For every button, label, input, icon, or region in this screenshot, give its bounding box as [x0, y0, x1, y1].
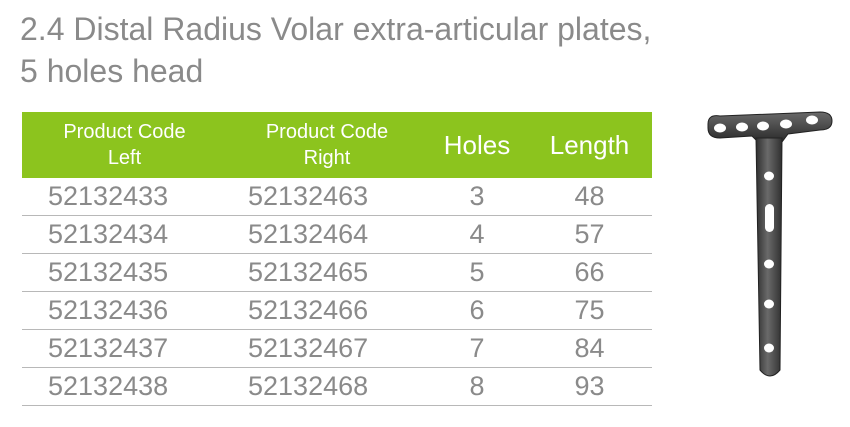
- cell-holes: 4: [469, 219, 485, 249]
- header-product-code-right: Product Code Right: [227, 119, 427, 171]
- cell-code-left: 52132437: [48, 333, 169, 363]
- cell-length: 93: [574, 371, 605, 401]
- cell-code-left: 52132433: [48, 181, 169, 211]
- cell-code-left: 52132436: [48, 295, 169, 325]
- cell-code-right: 52132468: [248, 371, 369, 401]
- cell-holes: 8: [469, 371, 485, 401]
- table-row: 52132436 52132466 6 75: [22, 292, 652, 330]
- cell-code-left: 52132435: [48, 257, 169, 287]
- cell-code-left: 52132434: [48, 219, 169, 249]
- table-header: Product Code Left Product Code Right Hol…: [22, 112, 652, 178]
- header-text: Left: [107, 147, 142, 169]
- product-table: Product Code Left Product Code Right Hol…: [22, 112, 652, 406]
- cell-code-right: 52132465: [248, 257, 369, 287]
- cell-code-left: 52132438: [48, 371, 169, 401]
- header-text: Product Code: [63, 121, 186, 143]
- page-title: 2.4 Distal Radius Volar extra-articular …: [20, 8, 651, 92]
- cell-code-right: 52132466: [248, 295, 369, 325]
- title-line-1: 2.4 Distal Radius Volar extra-articular …: [20, 11, 652, 47]
- cell-code-right: 52132463: [248, 181, 369, 211]
- cell-length: 75: [574, 295, 605, 325]
- table-row: 52132434 52132464 4 57: [22, 216, 652, 254]
- cell-holes: 6: [469, 295, 485, 325]
- header-text: Product Code: [265, 121, 389, 143]
- cell-holes: 7: [469, 333, 485, 363]
- table-row: 52132435 52132465 5 66: [22, 254, 652, 292]
- cell-holes: 3: [469, 181, 485, 211]
- cell-length: 57: [574, 219, 605, 249]
- header-length: Length: [549, 130, 630, 160]
- header-holes: Holes: [443, 130, 511, 160]
- header-text: Right: [303, 147, 351, 169]
- cell-length: 84: [574, 333, 605, 363]
- header-product-code-left: Product Code Left: [22, 119, 227, 171]
- t-plate-image: [707, 111, 833, 377]
- cell-code-right: 52132467: [248, 333, 369, 363]
- cell-holes: 5: [469, 257, 485, 287]
- cell-code-right: 52132464: [248, 219, 369, 249]
- title-line-2: 5 holes head: [20, 53, 204, 89]
- cell-length: 66: [574, 257, 605, 287]
- table-row: 52132438 52132468 8 93: [22, 368, 652, 406]
- table-row: 52132433 52132463 3 48: [22, 178, 652, 216]
- cell-length: 48: [574, 181, 605, 211]
- table-row: 52132437 52132467 7 84: [22, 330, 652, 368]
